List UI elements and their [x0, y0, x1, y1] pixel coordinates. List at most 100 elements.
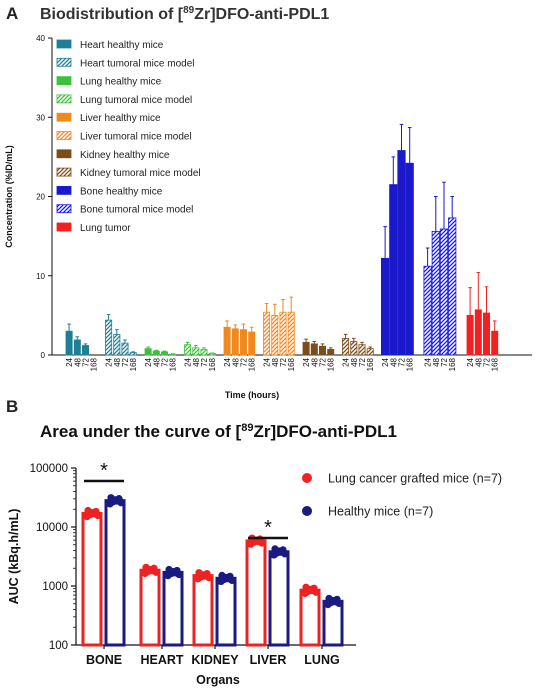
- bar: [245, 539, 267, 647]
- bar: [105, 319, 113, 356]
- y-tick-label: 20: [36, 193, 45, 202]
- legend-swatch: [56, 131, 72, 140]
- bar: [448, 217, 457, 356]
- x-tick-label: 24: [342, 357, 351, 366]
- bar: [342, 337, 350, 356]
- bar: [482, 312, 490, 356]
- legend-swatch: [56, 76, 72, 85]
- x-tick-label: 24: [424, 357, 433, 366]
- data-point: [331, 598, 339, 606]
- data-point: [308, 587, 316, 595]
- legend-label: Heart healthy mice: [80, 40, 164, 51]
- x-tick-label: 24: [223, 357, 232, 366]
- bar: [104, 499, 126, 647]
- x-tick-label: 48: [310, 357, 319, 366]
- x-tick-label: 24: [65, 357, 74, 366]
- bar: [192, 574, 214, 647]
- x-tick-label: 168: [129, 357, 138, 371]
- bar: [169, 353, 177, 356]
- bar: [73, 339, 81, 356]
- x-tick-label: 168: [169, 357, 178, 371]
- bar: [160, 351, 168, 356]
- x-tick-label: 168: [208, 357, 217, 371]
- y-tick-label: 100: [49, 640, 68, 652]
- bar: [192, 347, 200, 356]
- legend-swatch: [56, 39, 72, 49]
- legend-swatch: [56, 185, 72, 195]
- data-point: [277, 548, 285, 556]
- data-point: [171, 569, 179, 577]
- data-point: [90, 510, 98, 518]
- legend-label: Bone healthy mice: [80, 186, 163, 197]
- x-tick-label: 24: [466, 357, 475, 366]
- x-tick-label: 72: [440, 357, 449, 366]
- x-tick-label: 72: [161, 357, 170, 366]
- legend-label: Healthy mice (n=7): [328, 505, 433, 519]
- legend-swatch: [56, 149, 72, 159]
- category-label: BONE: [86, 653, 122, 667]
- legend-label: Bone tumoral mice model: [80, 205, 193, 216]
- bar: [263, 311, 271, 356]
- legend-swatch: [56, 167, 72, 177]
- category-label: HEART: [140, 653, 183, 667]
- x-tick-label: 168: [248, 357, 257, 371]
- bar: [380, 257, 390, 356]
- bar: [302, 341, 310, 356]
- y-tick-label: 100000: [30, 463, 68, 475]
- legend-swatch: [56, 57, 72, 67]
- data-point: [325, 594, 333, 603]
- x-tick-label: 24: [302, 357, 311, 366]
- x-tick-label: 48: [152, 357, 161, 366]
- x-tick-label: 72: [121, 357, 130, 366]
- bar: [223, 326, 231, 356]
- auc-chart: 100 1000 10000 100000 AUC (kBq.h/mL) Organs BO…: [7, 460, 502, 687]
- x-tick-label: 48: [474, 357, 483, 366]
- data-point: [218, 571, 226, 580]
- bar: [144, 348, 152, 356]
- data-point: [224, 575, 232, 583]
- x-tick-label: 72: [82, 357, 91, 366]
- bar: [299, 588, 321, 647]
- x-tick-label: 72: [483, 357, 492, 366]
- data-point: [113, 497, 121, 505]
- data-point: [302, 583, 310, 591]
- significance-star: *: [264, 517, 272, 539]
- panel-a-letter: A: [6, 4, 18, 23]
- biodistribution-chart: 0 10 20 30 40 Concentration (%ID/mL) Time (hou…: [4, 34, 532, 400]
- bar: [431, 230, 440, 356]
- x-tick-label: 168: [287, 357, 296, 371]
- bar: [474, 309, 482, 356]
- legend-label: Heart tumoral mice model: [80, 58, 194, 69]
- y-tick-label: 40: [36, 34, 45, 43]
- y-tick-label: 10: [36, 272, 45, 281]
- bar: [327, 349, 335, 356]
- bar: [129, 352, 137, 356]
- x-axis-label: Time (hours): [225, 390, 279, 400]
- bar: [152, 350, 160, 356]
- legend-label: Lung tumor: [80, 223, 131, 234]
- legend-swatch: [56, 112, 72, 122]
- legend-label: Lung tumoral mice model: [80, 95, 192, 106]
- bar: [439, 228, 449, 356]
- x-tick-label: 48: [113, 357, 122, 366]
- x-tick-label: 24: [381, 357, 390, 366]
- x-tick-label: 168: [90, 357, 99, 371]
- bar: [358, 344, 366, 356]
- bar: [405, 162, 414, 356]
- bar: [113, 333, 121, 356]
- x-tick-label: 24: [105, 357, 114, 366]
- legend-marker: [302, 473, 312, 483]
- x-tick-label: 48: [350, 357, 359, 366]
- bar: [200, 349, 208, 356]
- x-tick-label: 72: [358, 357, 367, 366]
- x-tick-label: 72: [398, 357, 407, 366]
- y-tick-label: 1000: [42, 581, 68, 593]
- legend-label: Kidney tumoral mice model: [80, 168, 201, 179]
- panel-b-title: Area under the curve of [89Zr]DFO-anti-P…: [40, 422, 397, 441]
- x-tick-label: 168: [448, 357, 457, 371]
- x-tick-label: 48: [231, 357, 240, 366]
- bar: [318, 345, 326, 356]
- x-tick-label: 168: [366, 357, 375, 371]
- bar: [310, 343, 318, 356]
- data-point: [84, 506, 92, 515]
